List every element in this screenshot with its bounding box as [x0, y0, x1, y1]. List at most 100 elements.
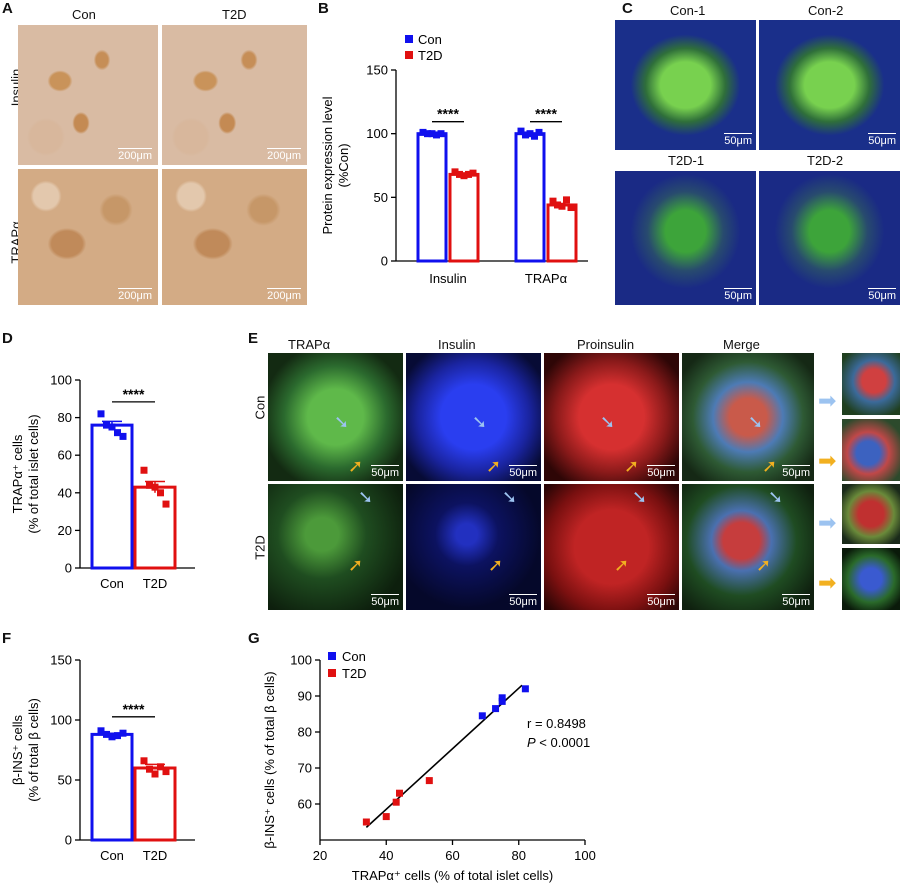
- data-point: [563, 196, 570, 204]
- data-point: [157, 763, 164, 771]
- bar: [448, 172, 480, 263]
- data-point: [382, 813, 390, 821]
- c-micrograph-con1: 50μm: [615, 20, 756, 150]
- blue-arrow-icon: ➘: [334, 412, 350, 432]
- data-point: [554, 201, 561, 209]
- data-point: [146, 481, 153, 489]
- scale-bar: 200μm: [118, 288, 152, 302]
- data-point: [522, 131, 529, 139]
- data-point: [451, 168, 459, 176]
- data-point: [140, 757, 148, 765]
- y-tick-label: 50: [374, 190, 388, 205]
- panel-letter-b: B: [318, 0, 329, 17]
- bar: [90, 423, 134, 570]
- legend-marker: [405, 35, 413, 43]
- data-point: [465, 170, 472, 178]
- e-micrograph-con-proinsulin: ➘ ➚ 50μm: [544, 353, 679, 481]
- yellow-pointer-icon: ➡: [818, 448, 837, 473]
- bar: [133, 485, 177, 570]
- x-tick-label: 60: [445, 848, 459, 863]
- y-tick-label: 0: [65, 561, 72, 576]
- y-tick-label: 90: [298, 689, 312, 704]
- data-point: [437, 130, 445, 138]
- e-micrograph-con-insulin: ➘ ➚ 50μm: [406, 353, 541, 481]
- data-point: [498, 694, 506, 702]
- data-point: [108, 733, 116, 741]
- c-micrograph-con2: 50μm: [759, 20, 900, 150]
- c-micrograph-t2d1: 50μm: [615, 171, 756, 305]
- chart-g: 60 70 80 90 100 20 40 60 80 100 TRAPα⁺ cells (% of…: [262, 649, 596, 883]
- c-title-t2d1: T2D-1: [668, 153, 705, 168]
- x-tick-label: Con: [100, 576, 124, 591]
- a-micrograph-trapa-con: 200μm: [18, 169, 158, 305]
- e-micrograph-t2d-trapa: ➘ ➚ 50μm: [268, 484, 403, 610]
- y-tick-label: 60: [58, 448, 72, 463]
- y-tick-label: 0: [381, 254, 388, 269]
- legend-label: Con: [342, 649, 366, 664]
- data-point: [114, 429, 121, 437]
- blue-pointer-icon: ➡: [818, 510, 837, 535]
- blue-arrow-icon: ➘: [748, 412, 764, 432]
- y-tick-label: 100: [290, 653, 312, 668]
- data-point: [108, 423, 116, 431]
- x-tick-label: T2D: [143, 576, 168, 591]
- blue-pointer-icon: ➡: [818, 388, 837, 413]
- bar: [546, 203, 578, 263]
- a-micrograph-insulin-con: 200μm: [18, 25, 158, 165]
- data-point: [531, 132, 538, 140]
- yellow-arrow-icon: ➚: [488, 555, 504, 575]
- panel-letter-g: G: [248, 630, 260, 647]
- bar: [514, 132, 546, 263]
- data-point: [535, 128, 543, 136]
- significance-label: ****: [535, 106, 557, 122]
- legend-label: T2D: [418, 48, 443, 63]
- data-point: [151, 483, 159, 491]
- yellow-arrow-icon: ➚: [614, 555, 630, 575]
- blue-arrow-icon: ➘: [358, 487, 374, 507]
- a-col-label-con: Con: [72, 7, 96, 22]
- panel-letter-f: F: [2, 630, 12, 647]
- data-point: [567, 204, 575, 212]
- y-tick-label: 40: [58, 485, 72, 500]
- scale-bar: 50μm: [782, 465, 810, 479]
- blue-arrow-icon: ➘: [472, 412, 488, 432]
- e-micrograph-t2d-insulin: ➘ ➚ 50μm: [406, 484, 541, 610]
- data-point: [151, 770, 159, 778]
- yellow-arrow-icon: ➚: [486, 456, 502, 476]
- panel-letter-e: E: [248, 330, 259, 347]
- y-tick-label: 150: [50, 653, 72, 668]
- p-value: P < 0.0001: [527, 735, 590, 750]
- c-title-t2d2: T2D-2: [807, 153, 844, 168]
- data-point: [162, 768, 170, 776]
- data-point: [498, 697, 506, 705]
- e-inset-con-yellow: [842, 419, 900, 481]
- bar: [416, 132, 448, 263]
- e-micrograph-t2d-proinsulin: ➘ ➚ 50μm: [544, 484, 679, 610]
- scale-bar: 200μm: [267, 288, 301, 302]
- data-point: [146, 765, 153, 773]
- e-micrograph-t2d-merge: ➘ ➚ 50μm: [682, 484, 814, 610]
- x-tick-label: 40: [379, 848, 393, 863]
- e-col-label-insulin: Insulin: [438, 337, 476, 352]
- data-point: [419, 128, 427, 136]
- e-micrograph-con-trapa: ➘ ➚ 50μm: [268, 353, 403, 481]
- yellow-arrow-icon: ➚: [624, 456, 640, 476]
- yellow-arrow-icon: ➚: [756, 555, 772, 575]
- y-tick-label: 0: [65, 833, 72, 848]
- e-micrograph-con-merge: ➘ ➚ 50μm: [682, 353, 814, 481]
- y-axis-label: β-INS⁺ cells (% of total β cells): [262, 671, 277, 848]
- y-axis-label: Protein expression level(%Con): [320, 96, 351, 234]
- y-tick-label: 70: [298, 761, 312, 776]
- legend-marker: [328, 652, 336, 660]
- data-point: [521, 685, 529, 693]
- data-point: [526, 130, 534, 138]
- data-point: [114, 732, 121, 740]
- data-point: [396, 789, 403, 797]
- legend-label: T2D: [342, 666, 367, 681]
- y-tick-label: 80: [58, 410, 72, 425]
- x-tick-label: 100: [574, 848, 596, 863]
- data-point: [549, 197, 557, 205]
- y-axis-label: TRAPα⁺ cells(% of total islet cells): [10, 414, 41, 533]
- chart-b: 0 50 100 150 Protein expression level(%Con) I…: [320, 32, 588, 286]
- y-tick-label: 150: [366, 63, 388, 78]
